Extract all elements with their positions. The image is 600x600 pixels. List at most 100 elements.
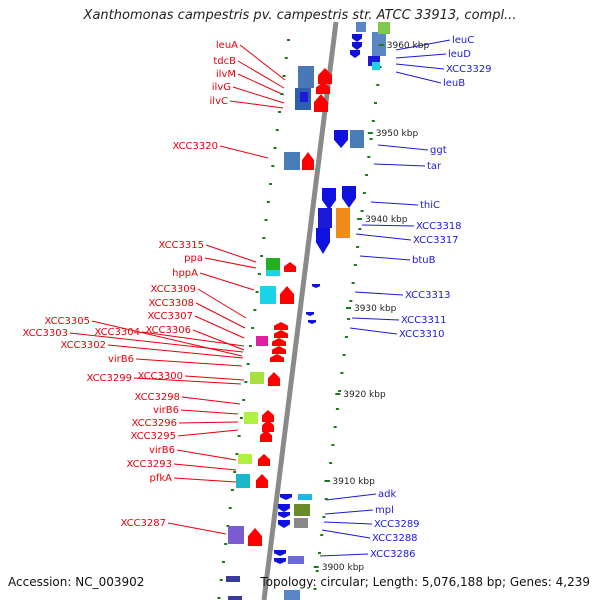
gene-box[interactable] bbox=[250, 372, 264, 384]
forward-gene-arrow[interactable] bbox=[268, 372, 280, 386]
forward-gene-arrow[interactable] bbox=[274, 322, 288, 330]
gene-label-left[interactable]: virB6 bbox=[108, 354, 134, 365]
gene-label-right[interactable]: adk bbox=[378, 489, 396, 500]
gene-label-right[interactable]: thiC bbox=[420, 200, 440, 211]
reverse-gene-arrow[interactable] bbox=[278, 504, 290, 512]
gene-label-left[interactable]: XCC3300 bbox=[137, 371, 183, 382]
forward-gene-arrow[interactable] bbox=[260, 430, 272, 442]
forward-gene-arrow[interactable] bbox=[248, 528, 262, 546]
reverse-gene-arrow[interactable] bbox=[312, 284, 320, 288]
gene-label-left[interactable]: XCC3293 bbox=[126, 459, 172, 470]
gene-label-left[interactable]: XCC3296 bbox=[131, 418, 177, 429]
gene-label-right[interactable]: mpl bbox=[375, 505, 394, 516]
reverse-gene-arrow[interactable] bbox=[274, 558, 286, 564]
gene-label-left[interactable]: XCC3307 bbox=[147, 311, 193, 322]
forward-gene-arrow[interactable] bbox=[258, 454, 270, 466]
gene-label-right[interactable]: XCC3286 bbox=[370, 549, 416, 560]
gene-box[interactable] bbox=[266, 270, 280, 276]
gene-label-left[interactable]: XCC3295 bbox=[130, 431, 176, 442]
reverse-gene-arrow[interactable] bbox=[306, 312, 314, 316]
gene-box[interactable] bbox=[284, 590, 300, 600]
gene-label-right[interactable]: XCC3318 bbox=[416, 221, 462, 232]
forward-gene-arrow[interactable] bbox=[256, 474, 268, 488]
gene-box[interactable] bbox=[318, 208, 332, 228]
gene-box[interactable] bbox=[356, 22, 366, 32]
gene-box[interactable] bbox=[372, 62, 380, 70]
gene-box[interactable] bbox=[378, 22, 390, 34]
forward-gene-arrow[interactable] bbox=[262, 420, 274, 432]
gene-label-right[interactable]: leuC bbox=[452, 35, 474, 46]
gene-label-right[interactable]: leuD bbox=[448, 49, 471, 60]
gene-box[interactable] bbox=[256, 336, 268, 346]
forward-gene-arrow[interactable] bbox=[274, 330, 288, 338]
gene-label-right[interactable]: btuB bbox=[412, 255, 436, 266]
gene-label-left[interactable]: XCC3299 bbox=[86, 373, 132, 384]
reverse-gene-arrow[interactable] bbox=[278, 520, 290, 528]
reverse-gene-arrow[interactable] bbox=[352, 42, 362, 50]
gene-label-left[interactable]: XCC3304 bbox=[94, 327, 140, 338]
gene-label-left[interactable]: pfkA bbox=[150, 473, 173, 484]
gene-label-right[interactable]: leuB bbox=[443, 78, 465, 89]
forward-gene-arrow[interactable] bbox=[270, 354, 284, 362]
forward-gene-arrow[interactable] bbox=[316, 82, 330, 94]
reverse-gene-arrow[interactable] bbox=[322, 188, 336, 210]
gene-box[interactable] bbox=[260, 286, 276, 304]
gene-box[interactable] bbox=[294, 518, 308, 528]
gene-label-right[interactable]: tar bbox=[427, 161, 442, 172]
reverse-gene-arrow[interactable] bbox=[342, 186, 356, 208]
reverse-gene-arrow[interactable] bbox=[308, 320, 316, 324]
forward-gene-arrow[interactable] bbox=[272, 346, 286, 354]
gene-box[interactable] bbox=[300, 92, 308, 102]
gene-label-right[interactable]: XCC3310 bbox=[399, 329, 445, 340]
gene-box[interactable] bbox=[236, 474, 250, 488]
gene-box[interactable] bbox=[294, 504, 310, 516]
gene-label-left[interactable]: XCC3305 bbox=[44, 316, 90, 327]
gene-label-left[interactable]: leuA bbox=[216, 40, 238, 51]
gene-box[interactable] bbox=[244, 412, 258, 424]
gene-label-left[interactable]: XCC3306 bbox=[145, 325, 191, 336]
gene-label-left[interactable]: XCC3302 bbox=[60, 340, 106, 351]
forward-gene-arrow[interactable] bbox=[314, 94, 328, 112]
gene-box[interactable] bbox=[284, 152, 300, 170]
gene-box[interactable] bbox=[228, 596, 242, 600]
gene-label-left[interactable]: XCC3320 bbox=[172, 141, 218, 152]
gene-label-left[interactable]: XCC3287 bbox=[120, 518, 166, 529]
gene-box[interactable] bbox=[238, 454, 252, 464]
reverse-gene-arrow[interactable] bbox=[280, 494, 292, 500]
forward-gene-arrow[interactable] bbox=[262, 410, 274, 422]
gene-label-left[interactable]: XCC3309 bbox=[150, 284, 196, 295]
forward-gene-arrow[interactable] bbox=[284, 262, 296, 272]
forward-gene-arrow[interactable] bbox=[318, 68, 332, 84]
gene-label-right[interactable]: XCC3289 bbox=[374, 519, 420, 530]
gene-label-left[interactable]: hppA bbox=[172, 268, 198, 279]
gene-label-left[interactable]: virB6 bbox=[149, 445, 175, 456]
gene-label-right[interactable]: XCC3317 bbox=[413, 235, 459, 246]
gene-label-left[interactable]: ilvC bbox=[210, 96, 228, 107]
gene-label-left[interactable]: tdcB bbox=[213, 56, 236, 67]
gene-box[interactable] bbox=[298, 494, 312, 500]
gene-label-left[interactable]: XCC3298 bbox=[134, 392, 180, 403]
gene-label-left[interactable]: ilvM bbox=[216, 69, 236, 80]
gene-label-right[interactable]: XCC3288 bbox=[372, 533, 418, 544]
gene-box[interactable] bbox=[288, 556, 304, 564]
gene-label-left[interactable]: XCC3308 bbox=[148, 298, 194, 309]
reverse-gene-arrow[interactable] bbox=[352, 34, 362, 42]
forward-gene-arrow[interactable] bbox=[302, 152, 314, 170]
reverse-gene-arrow[interactable] bbox=[334, 130, 348, 148]
gene-box[interactable] bbox=[350, 130, 364, 148]
gene-box[interactable] bbox=[368, 56, 380, 66]
gene-label-right[interactable]: XCC3329 bbox=[446, 64, 492, 75]
reverse-gene-arrow[interactable] bbox=[316, 228, 330, 254]
gene-box[interactable] bbox=[298, 66, 314, 88]
gene-label-right[interactable]: XCC3313 bbox=[405, 290, 451, 301]
gene-label-left[interactable]: XCC3303 bbox=[22, 328, 68, 339]
gene-label-right[interactable]: ggt bbox=[430, 145, 447, 156]
gene-box[interactable] bbox=[266, 258, 280, 270]
gene-label-right[interactable]: XCC3311 bbox=[401, 315, 447, 326]
reverse-gene-arrow[interactable] bbox=[350, 50, 360, 58]
gene-label-left[interactable]: virB6 bbox=[153, 405, 179, 416]
gene-box[interactable] bbox=[336, 208, 350, 238]
forward-gene-arrow[interactable] bbox=[272, 338, 286, 346]
gene-box[interactable] bbox=[228, 526, 244, 544]
